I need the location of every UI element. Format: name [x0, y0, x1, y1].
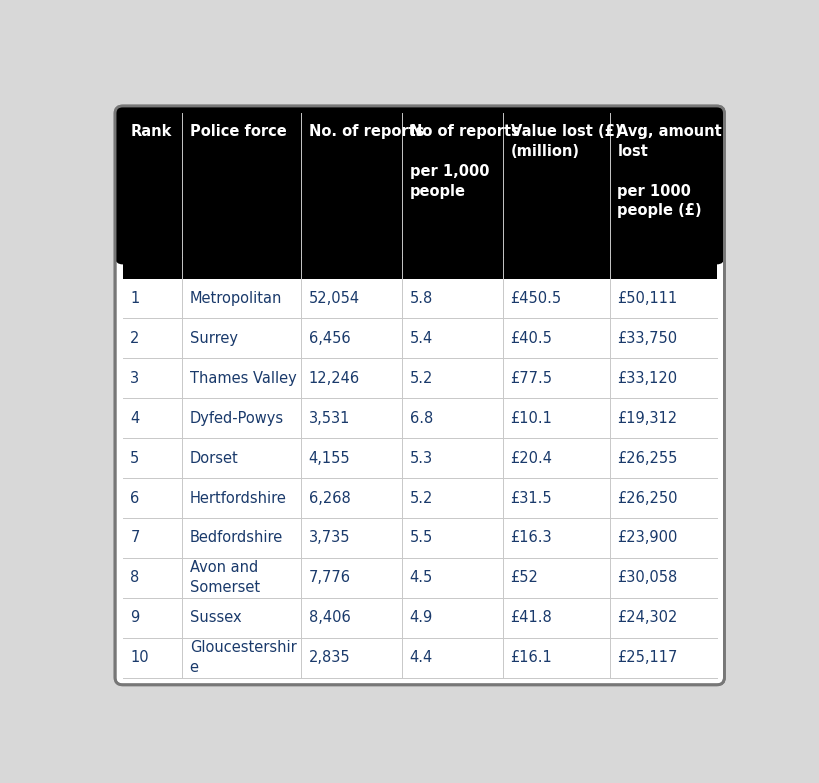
Text: £30,058: £30,058: [618, 570, 677, 586]
Text: Bedfordshire: Bedfordshire: [190, 530, 283, 546]
Text: No. of reports: No. of reports: [309, 124, 424, 139]
Text: 2,835: 2,835: [309, 650, 351, 665]
Text: No of reports

per 1,000
people: No of reports per 1,000 people: [410, 124, 519, 199]
Text: 12,246: 12,246: [309, 371, 360, 386]
Text: Value lost (£)
(million): Value lost (£) (million): [510, 124, 621, 159]
Text: 6,456: 6,456: [309, 331, 351, 346]
Text: 7: 7: [130, 530, 140, 546]
Text: 10: 10: [130, 650, 149, 665]
Text: 4.9: 4.9: [410, 610, 432, 626]
Bar: [123, 243, 717, 257]
Text: £20.4: £20.4: [510, 451, 553, 466]
Text: 5.4: 5.4: [410, 331, 432, 346]
Text: 52,054: 52,054: [309, 291, 360, 306]
Text: £77.5: £77.5: [510, 371, 553, 386]
Text: 5.3: 5.3: [410, 451, 432, 466]
Text: £33,750: £33,750: [618, 331, 677, 346]
Text: 7,776: 7,776: [309, 570, 351, 586]
Text: £33,120: £33,120: [618, 371, 677, 386]
Text: Surrey: Surrey: [190, 331, 238, 346]
Text: 6,268: 6,268: [309, 490, 351, 506]
Text: 5.2: 5.2: [410, 371, 433, 386]
Text: Dyfed-Powys: Dyfed-Powys: [190, 411, 284, 426]
Text: £31.5: £31.5: [510, 490, 552, 506]
Text: 5.2: 5.2: [410, 490, 433, 506]
Text: Rank: Rank: [130, 124, 172, 139]
Text: Dorset: Dorset: [190, 451, 238, 466]
Text: 4: 4: [130, 411, 139, 426]
Text: Thames Valley: Thames Valley: [190, 371, 296, 386]
Text: £16.3: £16.3: [510, 530, 552, 546]
Text: 3: 3: [130, 371, 139, 386]
Text: £25,117: £25,117: [618, 650, 678, 665]
Text: 3,531: 3,531: [309, 411, 350, 426]
Text: £41.8: £41.8: [510, 610, 552, 626]
Text: £450.5: £450.5: [510, 291, 562, 306]
Text: Avg, amount
lost

per 1000
people (£): Avg, amount lost per 1000 people (£): [618, 124, 722, 218]
Text: 2: 2: [130, 331, 140, 346]
Text: £26,255: £26,255: [618, 451, 678, 466]
Text: £10.1: £10.1: [510, 411, 552, 426]
Text: 5: 5: [130, 451, 139, 466]
Text: 3,735: 3,735: [309, 530, 350, 546]
Text: £23,900: £23,900: [618, 530, 678, 546]
Text: £50,111: £50,111: [618, 291, 677, 306]
Text: Gloucestershir
e: Gloucestershir e: [190, 640, 296, 675]
Text: Police force: Police force: [190, 124, 287, 139]
Text: 5.8: 5.8: [410, 291, 432, 306]
Text: 1: 1: [130, 291, 139, 306]
Text: £52: £52: [510, 570, 538, 586]
Text: 5.5: 5.5: [410, 530, 432, 546]
Text: £19,312: £19,312: [618, 411, 677, 426]
Text: 6.8: 6.8: [410, 411, 432, 426]
Text: Metropolitan: Metropolitan: [190, 291, 282, 306]
Text: 8: 8: [130, 570, 139, 586]
Text: 8,406: 8,406: [309, 610, 351, 626]
FancyBboxPatch shape: [115, 106, 724, 265]
Text: 4.4: 4.4: [410, 650, 432, 665]
Text: 9: 9: [130, 610, 139, 626]
Text: Hertfordshire: Hertfordshire: [190, 490, 287, 506]
Text: Sussex: Sussex: [190, 610, 242, 626]
FancyBboxPatch shape: [115, 106, 724, 685]
Text: £26,250: £26,250: [618, 490, 678, 506]
Text: 6: 6: [130, 490, 139, 506]
Text: 4.5: 4.5: [410, 570, 432, 586]
Text: 4,155: 4,155: [309, 451, 351, 466]
Bar: [123, 257, 717, 279]
Text: Avon and
Somerset: Avon and Somerset: [190, 561, 260, 595]
Text: £24,302: £24,302: [618, 610, 678, 626]
Text: £40.5: £40.5: [510, 331, 552, 346]
Text: £16.1: £16.1: [510, 650, 552, 665]
